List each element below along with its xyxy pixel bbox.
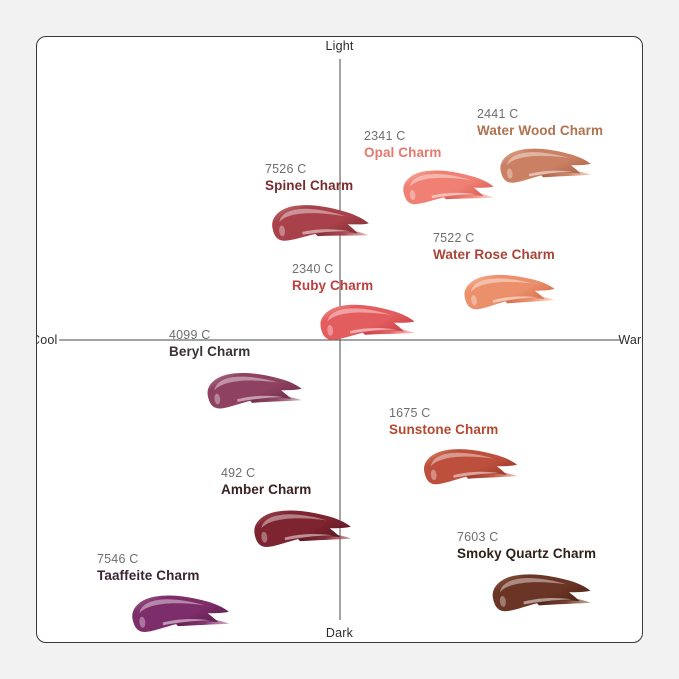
shade-name: Opal Charm [364, 145, 442, 160]
swatch-specular [327, 325, 334, 336]
swatch-sheen [349, 328, 397, 334]
shade-code: 7522 C [433, 231, 475, 245]
swatch-sheen [528, 170, 574, 177]
shade-label: 2341 C Opal Charm [364, 129, 442, 162]
swatch-shape [272, 205, 369, 241]
swatch-highlight [471, 278, 533, 293]
swatch-highlight [261, 514, 327, 529]
shade-swatch [417, 441, 523, 491]
shade-code: 2340 C [292, 262, 334, 276]
shade-swatch [457, 267, 561, 315]
swatch-body [254, 510, 351, 547]
swatch-specular [261, 531, 268, 543]
swatch-specular [279, 225, 286, 237]
shade-map-card: Light Dark Cool Warm 7526 C Spinel Charm 2… [36, 36, 643, 643]
axis-label-cool: Cool [37, 332, 58, 347]
swatch-specular [409, 189, 416, 201]
swatch-body [320, 304, 415, 340]
shade-label: 7522 C Water Rose Charm [433, 231, 555, 264]
shade-name: Water Wood Charm [477, 123, 604, 138]
shade-label: 1675 C Sunstone Charm [389, 406, 498, 439]
swatch-shape [424, 449, 518, 485]
shade-code: 492 C [221, 466, 256, 480]
shade-label: 7526 C Spinel Charm [265, 162, 353, 195]
swatch-sheen [453, 471, 500, 478]
shade-name: Sunstone Charm [389, 422, 499, 437]
swatch-sheen [237, 395, 284, 402]
shade-code: 7603 C [457, 530, 499, 544]
shade-name: Ruby Charm [292, 278, 374, 293]
shade-name: Smoky Quartz Charm [457, 546, 597, 561]
shade-name: Taaffeite Charm [97, 568, 200, 583]
shade-code: 7546 C [97, 552, 139, 566]
shade-swatch [125, 587, 235, 639]
swatch-shape [254, 510, 352, 547]
swatch-shape [132, 595, 230, 632]
shade-label: 7546 C Taaffeite Charm [97, 552, 200, 585]
shade-label: 2441 C Water Wood Charm [477, 107, 603, 140]
swatch-body [207, 373, 302, 409]
shade-name: Amber Charm [221, 482, 312, 497]
swatch-sheen [162, 618, 211, 626]
swatch-sheen [284, 533, 333, 541]
horizontal-axis [59, 339, 620, 340]
axis-label-warm: Warm [618, 332, 642, 347]
swatch-shape [500, 148, 592, 183]
swatch-highlight [499, 578, 567, 593]
swatch-shape [403, 170, 494, 205]
shade-swatch [265, 197, 375, 249]
shade-code: 1675 C [389, 406, 431, 420]
shade-swatch [197, 365, 311, 415]
swatch-specular [139, 616, 146, 628]
swatch-specular [214, 393, 221, 405]
shade-swatch [395, 163, 501, 211]
shade-swatch [312, 297, 422, 347]
swatch-body [272, 205, 369, 241]
axis-label-light: Light [325, 39, 354, 53]
swatch-specular [499, 595, 506, 607]
swatch-sheen [492, 296, 538, 303]
shade-name: Water Rose Charm [433, 247, 555, 262]
swatch-shape [464, 274, 556, 310]
swatch-body [492, 574, 591, 612]
swatch-body [132, 595, 229, 632]
shade-name: Spinel Charm [265, 178, 354, 193]
shade-name: Beryl Charm [169, 344, 251, 359]
shade-swatch [485, 566, 597, 618]
swatch-specular [506, 168, 513, 179]
shade-swatch [247, 502, 357, 554]
swatch-highlight [139, 599, 205, 614]
swatch-shape [320, 304, 415, 340]
swatch-sheen [523, 598, 572, 605]
swatch-body [464, 274, 555, 310]
shade-label: 7603 C Smoky Quartz Charm [457, 530, 596, 563]
swatch-highlight [507, 152, 569, 166]
swatch-highlight [410, 173, 472, 187]
swatch-sheen [302, 229, 351, 235]
axis-label-dark: Dark [325, 626, 354, 640]
shade-code: 2341 C [364, 129, 406, 143]
swatch-specular [430, 469, 437, 481]
swatch-highlight [327, 308, 392, 322]
swatch-body [500, 148, 591, 183]
swatch-highlight [279, 208, 346, 222]
swatch-body [424, 449, 518, 485]
shade-label: 4099 C Beryl Charm [169, 328, 250, 361]
swatch-highlight [430, 452, 495, 467]
swatch-highlight [214, 376, 279, 391]
shade-swatch [493, 141, 597, 189]
shade-label: 2340 C Ruby Charm [292, 262, 373, 295]
shade-code: 7526 C [265, 162, 307, 176]
swatch-specular [471, 295, 477, 306]
swatch-shape [207, 373, 303, 409]
swatch-sheen [431, 192, 477, 199]
swatch-body [403, 170, 494, 205]
swatch-shape [492, 574, 591, 612]
shade-label: 492 C Amber Charm [221, 466, 311, 499]
shade-code: 4099 C [169, 328, 211, 342]
shade-code: 2441 C [477, 107, 519, 121]
